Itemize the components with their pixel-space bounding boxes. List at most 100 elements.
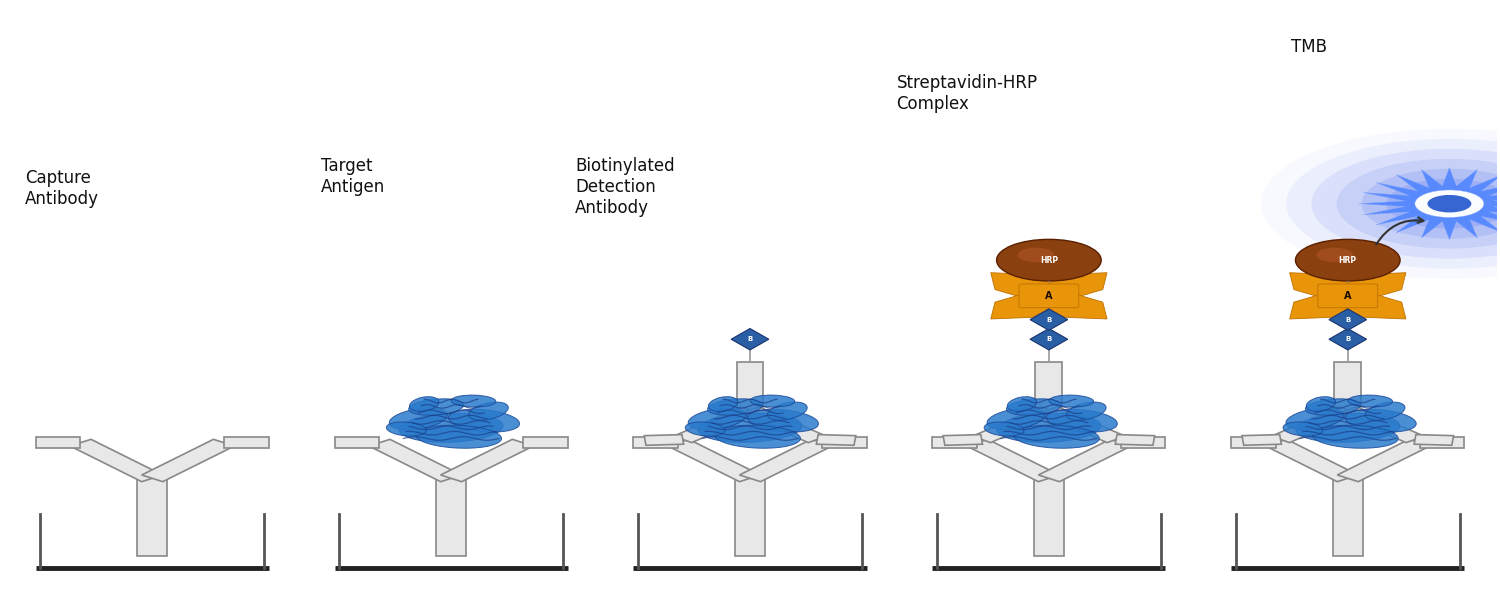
Ellipse shape: [452, 395, 497, 407]
Text: A: A: [1344, 291, 1352, 301]
Text: B: B: [1346, 317, 1350, 323]
Ellipse shape: [448, 409, 519, 432]
Polygon shape: [1334, 290, 1406, 319]
Polygon shape: [740, 439, 833, 482]
Ellipse shape: [708, 399, 762, 415]
Ellipse shape: [410, 397, 440, 412]
Ellipse shape: [468, 402, 509, 420]
Polygon shape: [1329, 329, 1366, 350]
Ellipse shape: [1365, 402, 1406, 420]
Polygon shape: [972, 407, 1058, 443]
Text: B: B: [1346, 336, 1350, 342]
Circle shape: [1317, 248, 1353, 262]
Circle shape: [1296, 239, 1400, 281]
Polygon shape: [1030, 309, 1068, 331]
Ellipse shape: [1282, 422, 1323, 436]
Bar: [1035, 362, 1062, 410]
Bar: [436, 478, 466, 556]
Ellipse shape: [1046, 409, 1118, 432]
Bar: [138, 478, 166, 556]
Polygon shape: [1030, 329, 1068, 350]
Polygon shape: [1035, 290, 1107, 319]
Polygon shape: [1116, 434, 1155, 445]
Polygon shape: [1035, 273, 1107, 301]
Text: TMB: TMB: [1292, 38, 1328, 56]
FancyBboxPatch shape: [1318, 284, 1377, 308]
Ellipse shape: [1008, 397, 1036, 412]
Ellipse shape: [408, 399, 464, 415]
Polygon shape: [141, 439, 234, 482]
Polygon shape: [822, 437, 867, 448]
Ellipse shape: [1296, 413, 1400, 442]
Text: Target
Antigen: Target Antigen: [321, 157, 386, 196]
Polygon shape: [1419, 437, 1464, 448]
Polygon shape: [36, 437, 81, 448]
Polygon shape: [933, 437, 976, 448]
Circle shape: [1428, 195, 1472, 212]
Ellipse shape: [416, 425, 501, 448]
Polygon shape: [1040, 407, 1125, 443]
Ellipse shape: [1305, 399, 1360, 415]
Polygon shape: [944, 434, 982, 445]
Polygon shape: [1338, 439, 1430, 482]
Ellipse shape: [698, 413, 802, 442]
Polygon shape: [966, 439, 1059, 482]
Ellipse shape: [1066, 402, 1106, 420]
FancyBboxPatch shape: [1019, 284, 1078, 308]
Circle shape: [1311, 149, 1500, 259]
Ellipse shape: [708, 397, 738, 412]
Polygon shape: [674, 407, 759, 443]
Circle shape: [1017, 248, 1054, 262]
Ellipse shape: [1007, 399, 1062, 415]
Polygon shape: [1272, 407, 1356, 443]
Ellipse shape: [1306, 397, 1335, 412]
Text: HRP: HRP: [1040, 256, 1058, 265]
Polygon shape: [668, 439, 760, 482]
Ellipse shape: [714, 425, 801, 448]
Bar: [1334, 478, 1362, 556]
Ellipse shape: [1346, 409, 1416, 432]
Polygon shape: [524, 437, 567, 448]
Ellipse shape: [387, 422, 426, 436]
Circle shape: [1336, 159, 1500, 248]
Ellipse shape: [998, 413, 1101, 442]
Polygon shape: [1329, 309, 1366, 331]
Text: B: B: [747, 336, 753, 342]
Polygon shape: [441, 439, 534, 482]
Polygon shape: [1290, 290, 1362, 319]
Ellipse shape: [688, 408, 746, 430]
Polygon shape: [1340, 407, 1424, 443]
Circle shape: [1286, 139, 1500, 269]
Polygon shape: [1290, 273, 1362, 301]
Circle shape: [1414, 190, 1484, 217]
Ellipse shape: [1014, 425, 1100, 448]
Ellipse shape: [1312, 425, 1398, 448]
Ellipse shape: [1348, 395, 1392, 407]
Text: Streptavidin-HRP
Complex: Streptavidin-HRP Complex: [897, 74, 1038, 113]
Ellipse shape: [750, 395, 795, 407]
Bar: [1034, 478, 1064, 556]
Polygon shape: [369, 439, 462, 482]
Text: Biotinylated
Detection
Antibody: Biotinylated Detection Antibody: [574, 157, 675, 217]
Ellipse shape: [1286, 408, 1344, 430]
Bar: [735, 478, 765, 556]
Polygon shape: [730, 329, 770, 350]
Ellipse shape: [984, 422, 1024, 436]
Polygon shape: [1334, 273, 1406, 301]
Polygon shape: [224, 437, 268, 448]
Circle shape: [1362, 169, 1500, 239]
Ellipse shape: [1048, 395, 1094, 407]
Polygon shape: [741, 407, 827, 443]
Polygon shape: [992, 273, 1062, 301]
Ellipse shape: [987, 408, 1046, 430]
Polygon shape: [334, 437, 380, 448]
Ellipse shape: [399, 413, 502, 442]
Circle shape: [996, 239, 1101, 281]
Ellipse shape: [388, 408, 447, 430]
Bar: [1335, 362, 1360, 410]
Text: B: B: [1047, 317, 1052, 323]
Ellipse shape: [686, 422, 724, 436]
Polygon shape: [1266, 439, 1359, 482]
Polygon shape: [70, 439, 162, 482]
Polygon shape: [992, 290, 1062, 319]
